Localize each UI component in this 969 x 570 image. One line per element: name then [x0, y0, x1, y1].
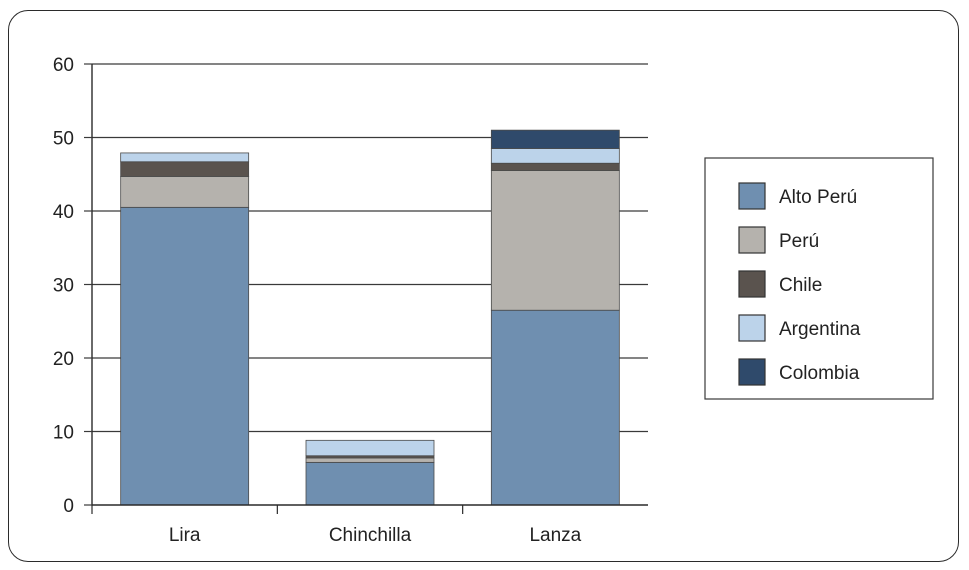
- bar-segment-chile: [490, 162, 620, 171]
- x-tick-label: Lanza: [529, 525, 581, 546]
- x-tick-label: Chinchilla: [329, 525, 412, 546]
- y-tick-label: 20: [53, 349, 74, 370]
- bar-segment-alto-per-: [490, 309, 620, 506]
- bar-segment-chile: [120, 161, 250, 177]
- legend-label: Alto Perú: [779, 187, 857, 208]
- legend-label: Chile: [779, 275, 822, 296]
- bar-segment-alto-per-: [120, 206, 250, 506]
- bars: [120, 129, 620, 506]
- legend-label: Perú: [779, 231, 819, 252]
- x-tick-label: Lira: [169, 525, 201, 546]
- bar-segment-colombia: [490, 129, 620, 149]
- bar-segment-argentina: [120, 152, 250, 163]
- legend-swatch: [738, 182, 766, 210]
- legend-label: Colombia: [779, 363, 860, 384]
- bar-segment-per-: [490, 170, 620, 311]
- y-tick-label: 10: [53, 423, 74, 444]
- y-tick-label: 50: [53, 129, 74, 150]
- y-tick-label: 0: [63, 496, 74, 517]
- bar-segment-argentina: [305, 439, 435, 457]
- legend-swatch: [738, 358, 766, 386]
- y-tick-label: 30: [53, 276, 74, 297]
- legend-swatch: [738, 226, 766, 254]
- y-tick-label: 40: [53, 202, 74, 223]
- bar-segment-alto-per-: [305, 461, 435, 506]
- bar-segment-per-: [120, 176, 250, 208]
- legend: Alto Perú Perú Chile Argentina Colombia: [704, 157, 934, 400]
- bar-segment-argentina: [490, 148, 620, 164]
- legend-label: Argentina: [779, 319, 861, 340]
- x-axis-ticks: Lira Chinchilla Lanza: [91, 505, 582, 546]
- y-tick-label: 60: [53, 55, 74, 76]
- legend-swatch: [738, 270, 766, 298]
- y-axis-ticks: 0 10 20 30 40 50 60: [53, 55, 92, 517]
- legend-swatch: [738, 314, 766, 342]
- bar-segment-per-: [305, 457, 435, 463]
